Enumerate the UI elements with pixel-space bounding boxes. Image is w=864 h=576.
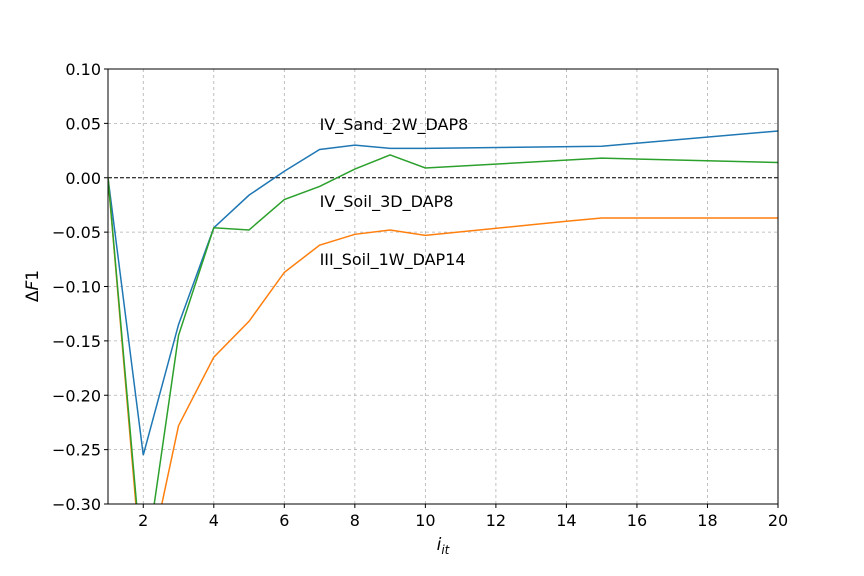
annotation-label: IV_Soil_3D_DAP8 xyxy=(320,192,454,212)
series-line-3 xyxy=(108,154,778,504)
y-tick-label: −0.10 xyxy=(52,278,101,297)
x-axis-label: iit xyxy=(437,535,451,557)
y-axis-label: ΔF1 xyxy=(23,270,43,302)
x-tick-label: 16 xyxy=(627,511,647,530)
y-tick-label: −0.25 xyxy=(52,441,101,460)
x-tick-label: 12 xyxy=(486,511,506,530)
y-tick-label: 0.05 xyxy=(65,114,101,133)
series-line-2 xyxy=(108,177,778,504)
x-tick-label: 20 xyxy=(768,511,788,530)
x-tick-label: 10 xyxy=(415,511,435,530)
annotation-label: IV_Sand_2W_DAP8 xyxy=(320,115,469,135)
x-tick-label: 2 xyxy=(138,511,148,530)
y-axis-ticks: 0.10 0.05 0.00 −0.05 −0.10 −0.15 −0.20 −0.25 −0.… xyxy=(52,60,108,514)
annotations: IV_Sand_2W_DAP8 IV_Soil_3D_DAP8 III_Soil_1… xyxy=(320,115,469,270)
series-group xyxy=(108,130,778,504)
x-tick-label: 18 xyxy=(697,511,717,530)
y-tick-label: −0.05 xyxy=(52,223,101,242)
x-axis-ticks: 2 4 6 8 10 12 14 16 18 20 xyxy=(138,504,788,530)
y-tick-label: 0.00 xyxy=(65,169,101,188)
y-tick-label: −0.15 xyxy=(52,332,101,351)
x-tick-label: 6 xyxy=(279,511,289,530)
x-tick-label: 14 xyxy=(556,511,576,530)
annotation-label: III_Soil_1W_DAP14 xyxy=(320,250,466,270)
y-tick-label: −0.20 xyxy=(52,386,101,405)
series-line-1 xyxy=(108,130,778,456)
x-tick-label: 4 xyxy=(209,511,219,530)
x-tick-label: 8 xyxy=(350,511,360,530)
y-tick-label: 0.10 xyxy=(65,60,101,79)
y-tick-label: −0.30 xyxy=(52,495,101,514)
